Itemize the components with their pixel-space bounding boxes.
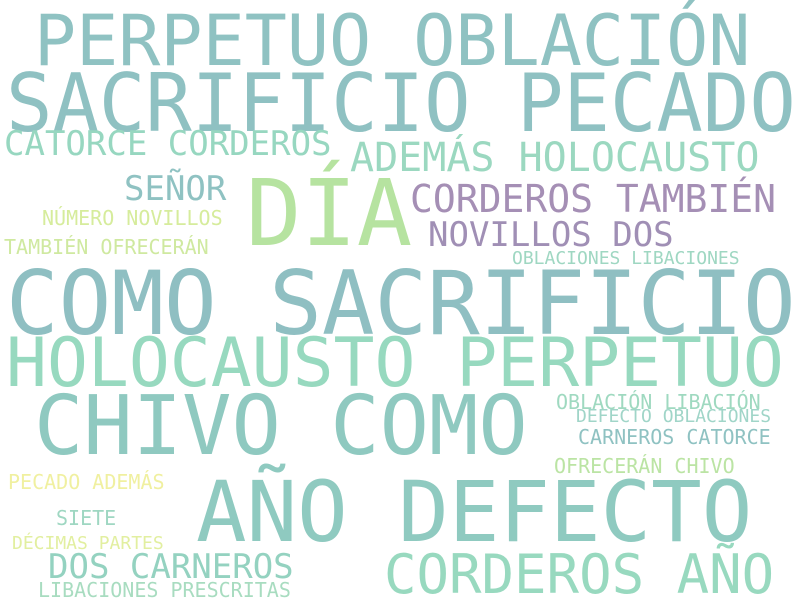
word-ano-defecto: AÑO DEFECTO [196, 463, 753, 561]
word-dia: DÍA [246, 160, 413, 267]
word-oblacion-libacion: OBLACIÓN LIBACIÓN [556, 390, 761, 414]
word-numero-novillos: NÚMERO NOVILLOS [42, 206, 223, 230]
word-tambien-ofreceran: TAMBIÉN OFRECERÁN [4, 235, 209, 259]
word-siete: SIETE [56, 506, 117, 530]
word-perpetuo-oblacion: PERPETUO OBLACIÓN [34, 0, 751, 82]
word-senor: SEÑOR [124, 169, 227, 209]
word-corderos-ano: CORDEROS AÑO [384, 543, 775, 606]
word-libaciones-prescritas: LIBACIONES PRESCRITAS [38, 578, 291, 602]
word-ademas-holocausto: ADEMÁS HOLOCAUSTO [350, 135, 760, 181]
word-ofreceran-chivo: OFRECERÁN CHIVO [554, 454, 735, 478]
word-holocausto-perpetuo: HOLOCAUSTO PERPETUO [6, 324, 784, 403]
word-corderos-tambien: CORDEROS TAMBIÉN [410, 177, 777, 221]
word-defecto-oblaciones: DEFECTO OBLACIONES [576, 406, 772, 427]
word-oblaciones-libaciones: OBLACIONES LIBACIONES [512, 248, 740, 269]
word-como-sacrificio: COMO SACRIFICIO [6, 252, 796, 355]
word-sacrificio-pecado: SACRIFICIO PECADO [6, 57, 796, 150]
word-chivo-como: CHIVO COMO [34, 379, 528, 474]
word-novillos-dos: NOVILLOS DOS [428, 215, 674, 255]
word-pecado-ademas: PECADO ADEMÁS [8, 470, 165, 494]
word-decimas-partes: DÉCIMAS PARTES [12, 533, 164, 554]
word-carneros-catorce: CARNEROS CATORCE [578, 425, 771, 449]
word-dos-carneros: DOS CARNEROS [48, 547, 294, 587]
word-catorce-corderos: CATORCE CORDEROS [4, 124, 332, 164]
